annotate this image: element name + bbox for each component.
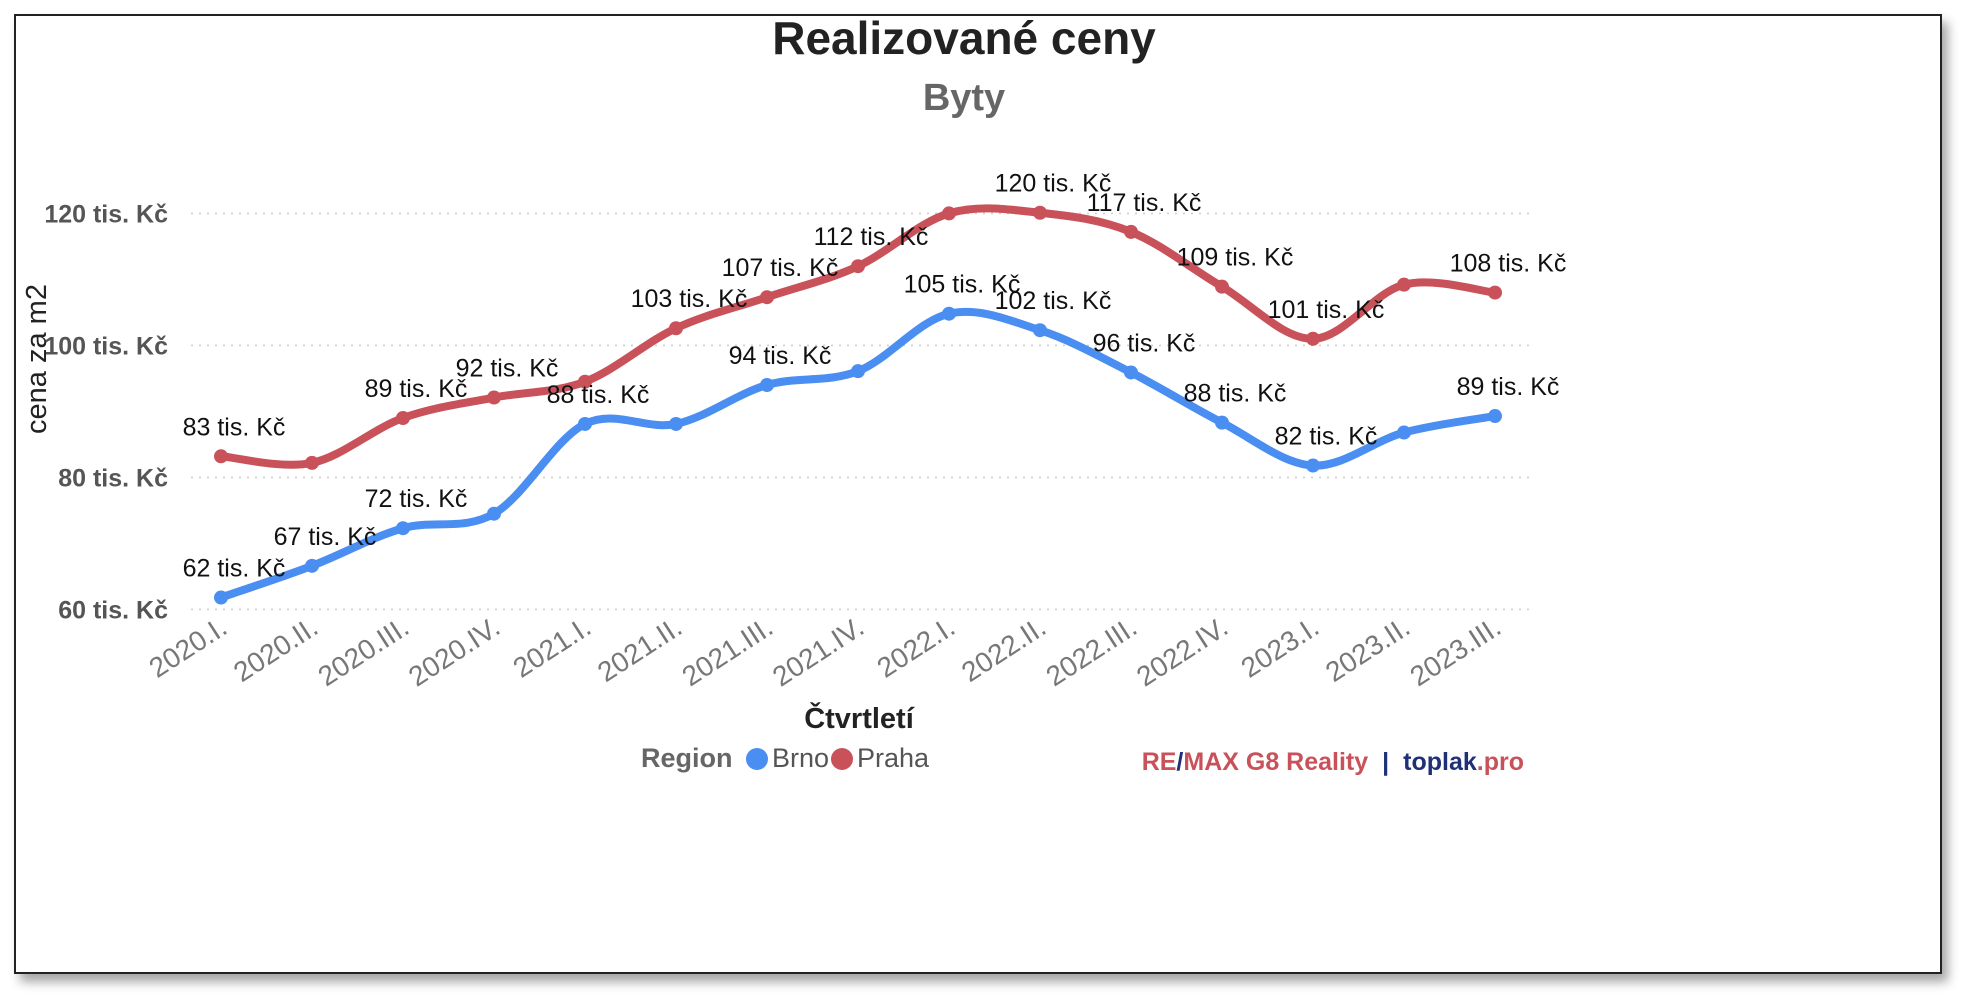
data-point-brno [1397, 425, 1411, 440]
data-point-praha [1215, 279, 1229, 294]
data-point-praha [851, 259, 865, 274]
data-label-praha: 112 tis. Kč [814, 223, 929, 251]
brand-slash: / [1176, 748, 1183, 776]
x-tick-label: 2022.III. [1041, 611, 1143, 692]
data-point-brno [1124, 365, 1138, 380]
y-axis-ticks: 60 tis. Kč 80 tis. Kč 100 tis. Kč 120 tis. … [44, 200, 168, 624]
data-point-praha [214, 449, 228, 464]
x-tick-label: 2020.II. [228, 611, 323, 688]
data-label-praha: 92 tis. Kč [456, 355, 559, 383]
data-label-brno: 62 tis. Kč [183, 555, 286, 583]
data-label-praha: 103 tis. Kč [631, 285, 748, 313]
x-tick-label: 2021.II. [592, 611, 687, 688]
brand-remax-re: RE [1142, 748, 1177, 776]
data-point-brno [578, 416, 592, 431]
data-point-praha [1397, 277, 1411, 292]
data-point-brno [214, 590, 228, 605]
data-point-praha [1306, 331, 1320, 346]
y-tick-label: 120 tis. Kč [44, 200, 168, 228]
y-tick-label: 100 tis. Kč [44, 332, 168, 360]
data-label-brno: 96 tis. Kč [1093, 329, 1196, 357]
data-label-brno: 105 tis. Kč [904, 271, 1021, 299]
data-point-praha [760, 290, 774, 305]
data-point-brno [1033, 323, 1047, 338]
chart-frame: Realizované ceny Byty 60 tis. Kč 80 tis. … [14, 14, 1942, 974]
x-tick-label: 2022.IV. [1131, 611, 1233, 692]
brand-separator: | [1382, 748, 1389, 776]
brand-toplak: toplak [1403, 748, 1477, 776]
x-tick-label: 2022.I. [872, 611, 961, 684]
data-label-praha: 109 tis. Kč [1177, 244, 1294, 272]
data-point-praha [487, 390, 501, 405]
gridlines [191, 212, 1531, 611]
data-label-brno: 82 tis. Kč [1275, 423, 1378, 451]
data-point-brno [1215, 415, 1229, 430]
series-line-brno [217, 307, 1499, 602]
x-tick-label: 2023.I. [1236, 611, 1325, 684]
data-point-brno [760, 378, 774, 392]
x-tick-label: 2021.IV. [767, 611, 869, 692]
data-point-brno [669, 416, 683, 431]
data-label-brno: 67 tis. Kč [274, 523, 377, 551]
data-point-praha [1033, 205, 1047, 220]
data-label-praha: 101 tis. Kč [1268, 296, 1385, 324]
data-label-brno: 88 tis. Kč [547, 381, 650, 409]
data-label-brno: 88 tis. Kč [1184, 380, 1287, 408]
data-point-brno [487, 506, 501, 521]
data-point-brno [1488, 409, 1502, 424]
data-point-brno [396, 521, 410, 536]
data-label-brno: 94 tis. Kč [729, 342, 832, 370]
data-label-praha: 108 tis. Kč [1450, 250, 1567, 278]
data-label-praha: 89 tis. Kč [365, 375, 468, 403]
y-tick-label: 60 tis. Kč [58, 596, 168, 624]
series-points [214, 205, 1502, 605]
legend-marker-brno [746, 748, 768, 770]
data-point-brno [305, 558, 319, 573]
data-labels: 62 tis. Kč 67 tis. Kč 72 tis. Kč 88 tis. Kč… [183, 170, 1567, 583]
x-axis-label: Čtvrtletí [804, 701, 915, 735]
data-label-praha: 107 tis. Kč [722, 254, 839, 282]
data-point-brno [942, 306, 956, 321]
x-tick-label: 2023.III. [1405, 611, 1507, 692]
x-tick-label: 2021.I. [508, 611, 597, 684]
x-tick-label: 2021.III. [677, 611, 779, 692]
data-label-praha: 120 tis. Kč [995, 170, 1112, 198]
x-tick-label: 2023.II. [1320, 611, 1415, 688]
legend-title: Region [641, 743, 733, 773]
data-point-praha [942, 206, 956, 221]
data-label-praha: 117 tis. Kč [1087, 189, 1202, 217]
brand-pro: .pro [1477, 748, 1524, 776]
data-point-praha [1488, 285, 1502, 300]
data-label-brno: 102 tis. Kč [995, 287, 1112, 315]
data-point-praha [669, 321, 683, 336]
data-point-praha [1124, 224, 1138, 239]
brand-remax-rest: MAX G8 Reality [1183, 748, 1368, 776]
data-label-brno: 89 tis. Kč [1457, 373, 1560, 401]
x-tick-label: 2020.IV. [403, 611, 505, 692]
y-tick-label: 80 tis. Kč [58, 464, 168, 492]
data-point-praha [396, 411, 410, 425]
branding: RE/MAX G8 Reality | toplak.pro [1142, 748, 1524, 776]
line-chart: Realizované ceny Byty 60 tis. Kč 80 tis. … [21, 16, 1567, 776]
chart-subtitle: Byty [923, 77, 1005, 119]
data-point-praha [305, 455, 319, 470]
data-point-praha [578, 374, 592, 389]
legend-item-praha: Praha [857, 743, 930, 773]
chart-title: Realizované ceny [772, 16, 1156, 64]
x-tick-label: 2020.III. [313, 611, 415, 692]
data-label-praha: 83 tis. Kč [183, 413, 286, 441]
y-axis-label: cena za m2 [21, 284, 53, 434]
legend: Region Brno Praha [641, 743, 930, 773]
data-point-brno [1306, 458, 1320, 473]
data-label-brno: 72 tis. Kč [365, 485, 468, 513]
x-tick-label: 2022.II. [956, 611, 1051, 688]
legend-marker-praha [831, 748, 853, 770]
x-axis-ticks: 2020.I.2020.II.2020.III.2020.IV. 2021.I.2… [144, 611, 1507, 692]
legend-item-brno: Brno [772, 743, 829, 773]
data-point-brno [851, 364, 865, 379]
